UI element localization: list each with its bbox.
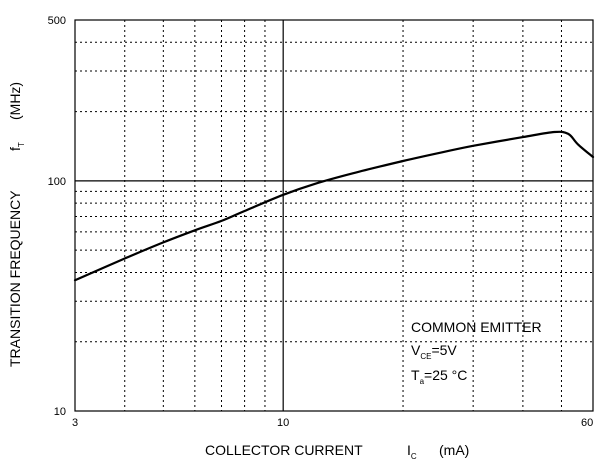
y-tick-label: 10 — [54, 406, 66, 418]
x-axis-label: COLLECTOR CURRENT IC (mA) — [205, 442, 469, 461]
x-tick-label: 10 — [277, 417, 289, 429]
y-tick-label: 100 — [48, 176, 66, 188]
x-tick-label: 60 — [581, 417, 593, 429]
plot-frame — [74, 19, 594, 412]
tick-labels: 3 10 60 10 100 500 — [48, 15, 594, 429]
annotation-line-2: VCE=5V — [411, 342, 457, 361]
major-gridlines — [75, 20, 593, 411]
annotation-line-1: COMMON EMITTER — [411, 319, 542, 335]
minor-gridlines — [75, 20, 593, 411]
annotation-line-3: Ta=25 °C — [411, 367, 467, 386]
conditions-annotation: COMMON EMITTER VCE=5V Ta=25 °C — [411, 319, 542, 386]
x-tick-label: 3 — [72, 417, 78, 429]
y-axis-label: TRANSITION FREQUENCY fT (MHz) — [7, 82, 27, 367]
y-tick-label: 500 — [48, 15, 66, 27]
series-line — [73, 130, 595, 282]
